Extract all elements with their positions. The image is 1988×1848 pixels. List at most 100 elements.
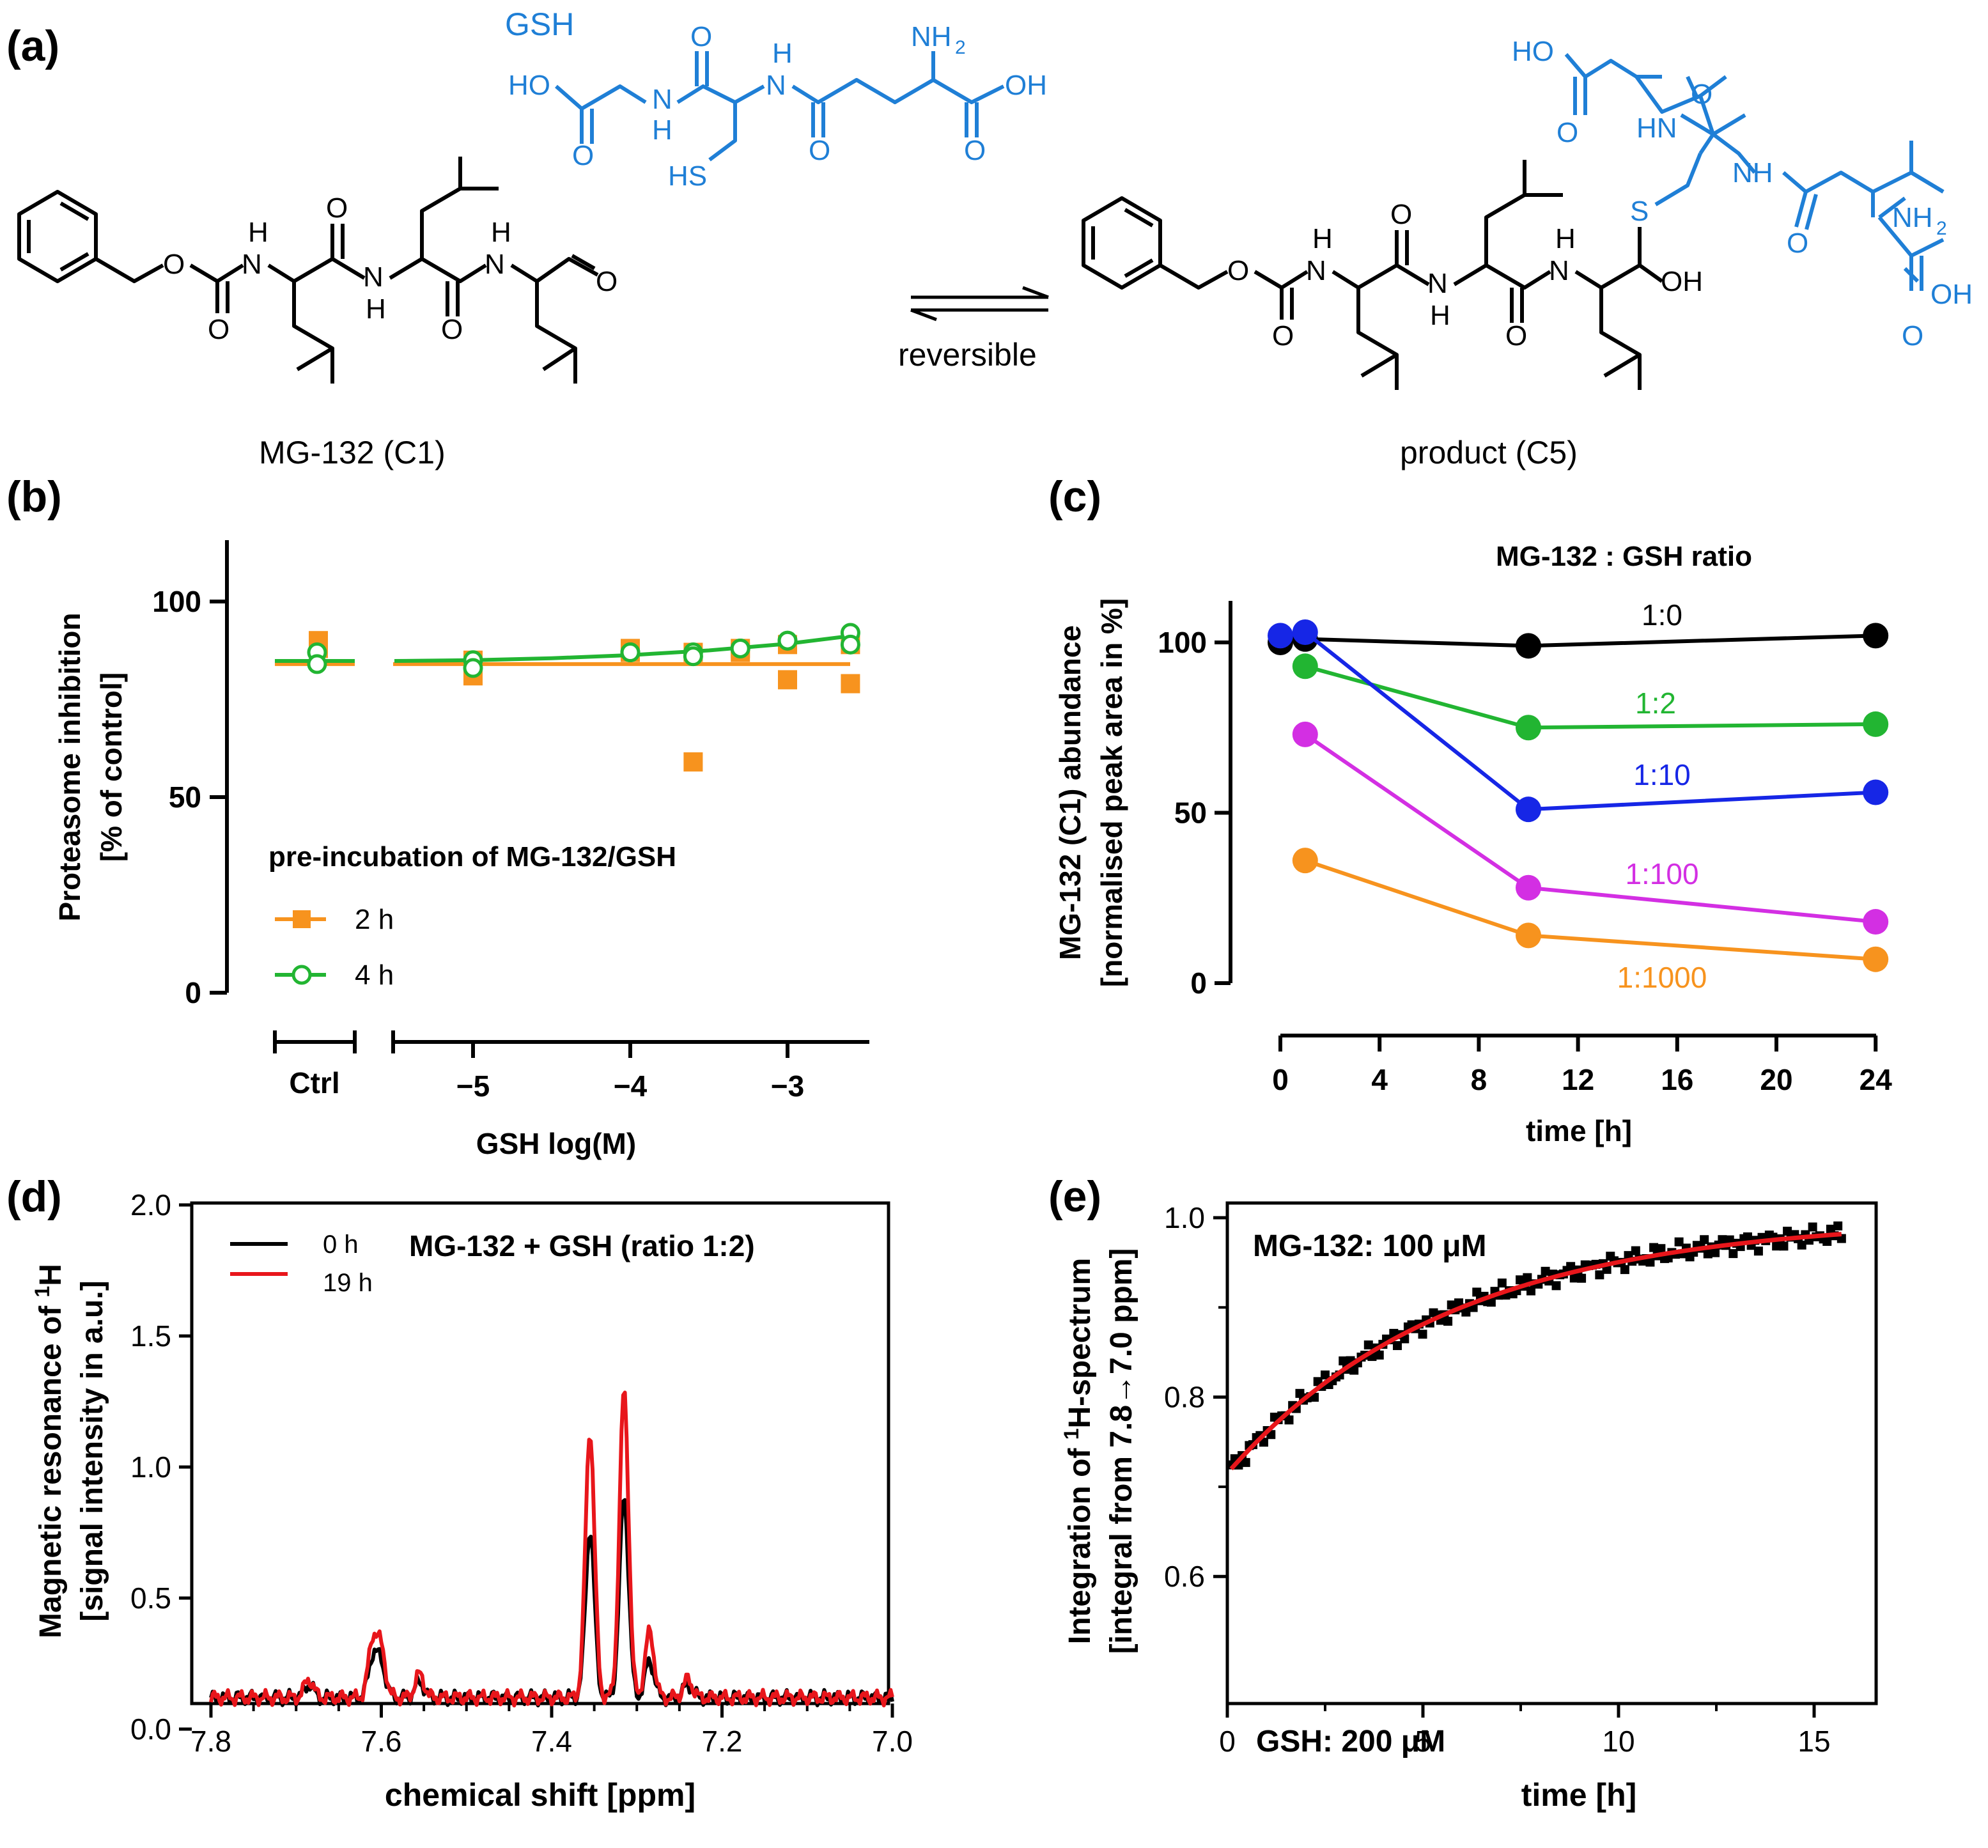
svg-text:2: 2 bbox=[1936, 218, 1947, 239]
legend-label-19h: 19 h bbox=[323, 1269, 373, 1297]
svg-text:O: O bbox=[596, 266, 617, 297]
x-tick-label: 7.2 bbox=[702, 1725, 743, 1758]
svg-text:N: N bbox=[1549, 255, 1569, 286]
panel-e-marks bbox=[1227, 1221, 1846, 1471]
svg-text:NH: NH bbox=[1892, 202, 1933, 233]
mg132-structure bbox=[17, 157, 599, 384]
series-line-1-2 bbox=[1305, 664, 1876, 730]
x-tick-label: 20 bbox=[1760, 1063, 1792, 1096]
data-point-4h bbox=[730, 638, 750, 658]
panel-b-legend: 2 h 4 h bbox=[275, 904, 394, 991]
data-point-1-100 bbox=[1516, 874, 1541, 901]
svg-text:HS: HS bbox=[668, 160, 707, 192]
data-point bbox=[1711, 1248, 1720, 1257]
series-line-1-100 bbox=[1304, 733, 1876, 924]
x-tick-label: 12 bbox=[1562, 1063, 1594, 1096]
data-point bbox=[1700, 1235, 1709, 1245]
series-label-1-10: 1:10 bbox=[1633, 758, 1691, 791]
product-atom-labels: O O N H O N H O N H OH bbox=[1227, 199, 1703, 352]
data-point bbox=[1295, 1388, 1305, 1398]
y-axis-label-unit: [signal intensity in a.u.] bbox=[75, 1280, 109, 1621]
product-gsh-part bbox=[1564, 53, 1945, 291]
data-point-2h bbox=[683, 752, 703, 772]
x-tick-label: 0 bbox=[1219, 1725, 1236, 1758]
legend-marker-2h bbox=[293, 910, 311, 928]
y-axis-label: MG-132 (C1) abundance bbox=[1053, 625, 1087, 960]
data-point bbox=[1645, 1257, 1655, 1267]
panel-c-title: MG-132 : GSH ratio bbox=[1496, 541, 1752, 572]
svg-text:N: N bbox=[242, 249, 262, 280]
legend-label-4h: 4 h bbox=[355, 959, 394, 991]
data-point-1-1000 bbox=[1292, 848, 1318, 874]
panel-c-chart: (c) MG-132 : GSH ratio 0 50 100 0 4 8 12 16 20 24… bbox=[1048, 472, 1892, 1147]
y-tick-label: 0.0 bbox=[130, 1712, 171, 1746]
data-point-1-100 bbox=[1863, 909, 1889, 935]
svg-text:O: O bbox=[326, 192, 348, 224]
data-point bbox=[1523, 1273, 1532, 1282]
panel-c-label: (c) bbox=[1048, 472, 1101, 521]
y-axis-label-unit: [normalised peak area in %] bbox=[1095, 598, 1128, 987]
svg-text:O: O bbox=[809, 135, 830, 166]
data-point bbox=[1569, 1273, 1579, 1283]
svg-text:H: H bbox=[248, 217, 268, 248]
svg-text:O: O bbox=[1691, 79, 1712, 110]
y-tick-label: 0.6 bbox=[1164, 1560, 1205, 1593]
svg-text:N: N bbox=[1306, 255, 1326, 286]
svg-text:HO: HO bbox=[1512, 36, 1554, 67]
series-label-1-2: 1:2 bbox=[1635, 687, 1676, 720]
x-tick-label: 5 bbox=[1415, 1725, 1431, 1758]
svg-text:N: N bbox=[766, 70, 786, 101]
data-point bbox=[1392, 1341, 1402, 1351]
x-axis-label: GSH log(M) bbox=[476, 1127, 636, 1160]
panel-b-marks bbox=[275, 623, 860, 772]
legend-marker-4h bbox=[291, 965, 312, 985]
product-gsh-atom-labels: S HO O HN O NH O NH 2 O OH bbox=[1512, 36, 1973, 352]
x-axis-label: chemical shift [ppm] bbox=[385, 1777, 695, 1813]
panel-a-scheme: (a) O O N H O N H O N bbox=[6, 6, 1973, 470]
svg-text:2: 2 bbox=[955, 37, 966, 58]
data-point bbox=[1541, 1266, 1550, 1276]
y-tick-label: 1.0 bbox=[1164, 1201, 1205, 1234]
data-point-4h-ctrl bbox=[307, 654, 327, 674]
plot-frame bbox=[1225, 1201, 1878, 1705]
data-point bbox=[1418, 1330, 1427, 1339]
y-tick-label: 0 bbox=[1190, 967, 1207, 1000]
data-point bbox=[1374, 1350, 1384, 1360]
spectrum-19-h bbox=[209, 1390, 894, 1708]
svg-text:O: O bbox=[690, 21, 712, 52]
svg-text:H: H bbox=[652, 114, 672, 146]
plot-frame bbox=[190, 1201, 890, 1705]
data-point-2h bbox=[841, 674, 860, 694]
mg132-atom-labels: O O N H O N H O N H O bbox=[163, 192, 617, 345]
y-axis-label-unit: [integral from 7.8→7.0 ppm] bbox=[1105, 1248, 1138, 1654]
panel-b-axes: 0 50 100 Ctrl −5 −4 −3 GSH log(M) Proteasome inh… bbox=[53, 540, 869, 1160]
panel-d-legend: 0 h 19 h bbox=[230, 1231, 373, 1297]
svg-text:O: O bbox=[964, 135, 986, 166]
data-point-4h bbox=[620, 642, 641, 663]
series-line-1-1000 bbox=[1304, 858, 1876, 961]
panel-b-label: (b) bbox=[6, 472, 62, 521]
data-point bbox=[1321, 1370, 1330, 1380]
panel-b-legend-title: pre-incubation of MG-132/GSH bbox=[268, 841, 676, 873]
svg-text:H: H bbox=[1555, 223, 1576, 254]
svg-text:HO: HO bbox=[508, 70, 550, 101]
x-axis-label: time [h] bbox=[1526, 1114, 1632, 1147]
data-point bbox=[1241, 1457, 1250, 1467]
data-point-1-10 bbox=[1516, 796, 1541, 823]
svg-text:OH: OH bbox=[1930, 279, 1973, 310]
data-point bbox=[1772, 1241, 1782, 1251]
series-line-1-10 bbox=[1280, 630, 1876, 812]
panel-e-annotation-bottom: GSH: 200 μM bbox=[1256, 1725, 1445, 1759]
data-point bbox=[1551, 1281, 1561, 1291]
data-point-1-0 bbox=[1516, 633, 1541, 659]
panel-c-marks: 1:0 1:2 1:10 1:100 1:1000 bbox=[1268, 598, 1889, 994]
svg-text:H: H bbox=[772, 38, 793, 69]
legend-label-2h: 2 h bbox=[355, 904, 394, 935]
x-tick-label: −3 bbox=[771, 1069, 804, 1103]
panel-d-title: MG-132 + GSH (ratio 1:2) bbox=[409, 1229, 755, 1262]
series-label-1-0: 1:0 bbox=[1642, 598, 1682, 632]
svg-text:N: N bbox=[485, 249, 505, 280]
y-axis-label-unit: [% of control] bbox=[95, 672, 128, 862]
y-axis-label: Proteasome inhibition bbox=[53, 612, 86, 921]
